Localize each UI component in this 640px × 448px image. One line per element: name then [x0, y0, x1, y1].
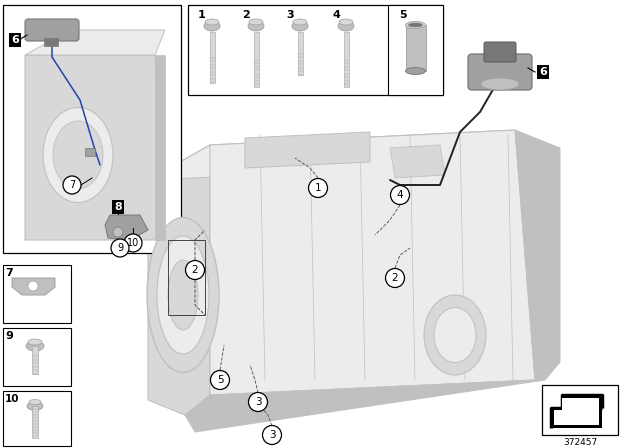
Text: 2: 2	[392, 273, 398, 283]
Polygon shape	[245, 132, 370, 168]
Polygon shape	[155, 55, 165, 240]
Polygon shape	[185, 362, 560, 432]
Bar	[298, 32, 303, 75]
Text: 1: 1	[198, 10, 206, 20]
Text: 4: 4	[397, 190, 403, 200]
Bar	[3, 328, 71, 386]
Bar	[3, 5, 181, 253]
Polygon shape	[554, 398, 599, 425]
Bar	[32, 346, 38, 374]
Ellipse shape	[339, 19, 353, 25]
Text: 8: 8	[114, 202, 122, 212]
Ellipse shape	[205, 19, 219, 25]
Text: 6: 6	[11, 35, 19, 45]
Circle shape	[211, 370, 230, 389]
Bar	[253, 32, 259, 87]
Circle shape	[262, 426, 282, 444]
Polygon shape	[105, 215, 148, 240]
Bar	[44, 38, 58, 46]
Polygon shape	[390, 145, 445, 178]
Ellipse shape	[28, 339, 42, 345]
Text: 10: 10	[127, 238, 139, 248]
Text: 1: 1	[315, 183, 321, 193]
Circle shape	[28, 281, 38, 291]
Ellipse shape	[204, 21, 220, 31]
Ellipse shape	[248, 21, 264, 31]
Ellipse shape	[26, 341, 44, 351]
Circle shape	[111, 239, 129, 257]
Polygon shape	[148, 130, 515, 180]
FancyBboxPatch shape	[25, 19, 79, 41]
Polygon shape	[551, 395, 602, 428]
Bar	[168, 240, 205, 315]
Text: 9: 9	[5, 331, 13, 341]
Bar	[542, 385, 618, 435]
Ellipse shape	[434, 307, 476, 362]
Ellipse shape	[27, 401, 43, 410]
Ellipse shape	[53, 121, 103, 189]
Circle shape	[248, 392, 268, 412]
Bar	[388, 5, 443, 95]
Text: 4: 4	[332, 10, 340, 20]
Ellipse shape	[406, 22, 426, 29]
Circle shape	[186, 260, 205, 280]
Text: 9: 9	[117, 243, 123, 253]
Text: 2: 2	[242, 10, 250, 20]
Polygon shape	[148, 145, 210, 415]
Text: 6: 6	[539, 67, 547, 77]
Text: 7: 7	[69, 180, 75, 190]
Text: 5: 5	[399, 10, 406, 20]
Polygon shape	[25, 30, 165, 55]
Ellipse shape	[147, 217, 219, 372]
Bar	[344, 32, 349, 87]
Ellipse shape	[408, 23, 422, 27]
Ellipse shape	[157, 236, 209, 354]
Ellipse shape	[406, 68, 426, 74]
Bar	[3, 265, 71, 323]
Ellipse shape	[29, 400, 41, 405]
Ellipse shape	[293, 19, 307, 25]
Polygon shape	[515, 130, 560, 380]
Text: 372457: 372457	[563, 438, 597, 447]
Text: 10: 10	[5, 394, 19, 404]
Text: 5: 5	[217, 375, 223, 385]
FancyBboxPatch shape	[484, 42, 516, 62]
Polygon shape	[25, 55, 165, 240]
Circle shape	[390, 185, 410, 204]
Circle shape	[63, 176, 81, 194]
Bar	[406, 25, 426, 71]
Ellipse shape	[481, 78, 519, 90]
Ellipse shape	[292, 21, 308, 31]
Bar	[85, 148, 95, 156]
Ellipse shape	[168, 260, 198, 330]
Bar	[209, 32, 214, 83]
Circle shape	[385, 268, 404, 288]
Text: 7: 7	[5, 268, 13, 278]
Ellipse shape	[43, 108, 113, 202]
Circle shape	[124, 234, 142, 252]
Circle shape	[113, 227, 123, 237]
Ellipse shape	[424, 295, 486, 375]
Ellipse shape	[338, 21, 354, 31]
Ellipse shape	[249, 19, 263, 25]
Circle shape	[308, 178, 328, 198]
Text: 3: 3	[269, 430, 275, 440]
Text: 3: 3	[255, 397, 261, 407]
Bar	[32, 406, 38, 438]
Polygon shape	[210, 130, 535, 395]
Text: 3: 3	[286, 10, 294, 20]
Bar	[188, 5, 443, 95]
Polygon shape	[12, 278, 55, 295]
Bar	[3, 391, 71, 446]
Text: 2: 2	[192, 265, 198, 275]
FancyBboxPatch shape	[468, 54, 532, 90]
